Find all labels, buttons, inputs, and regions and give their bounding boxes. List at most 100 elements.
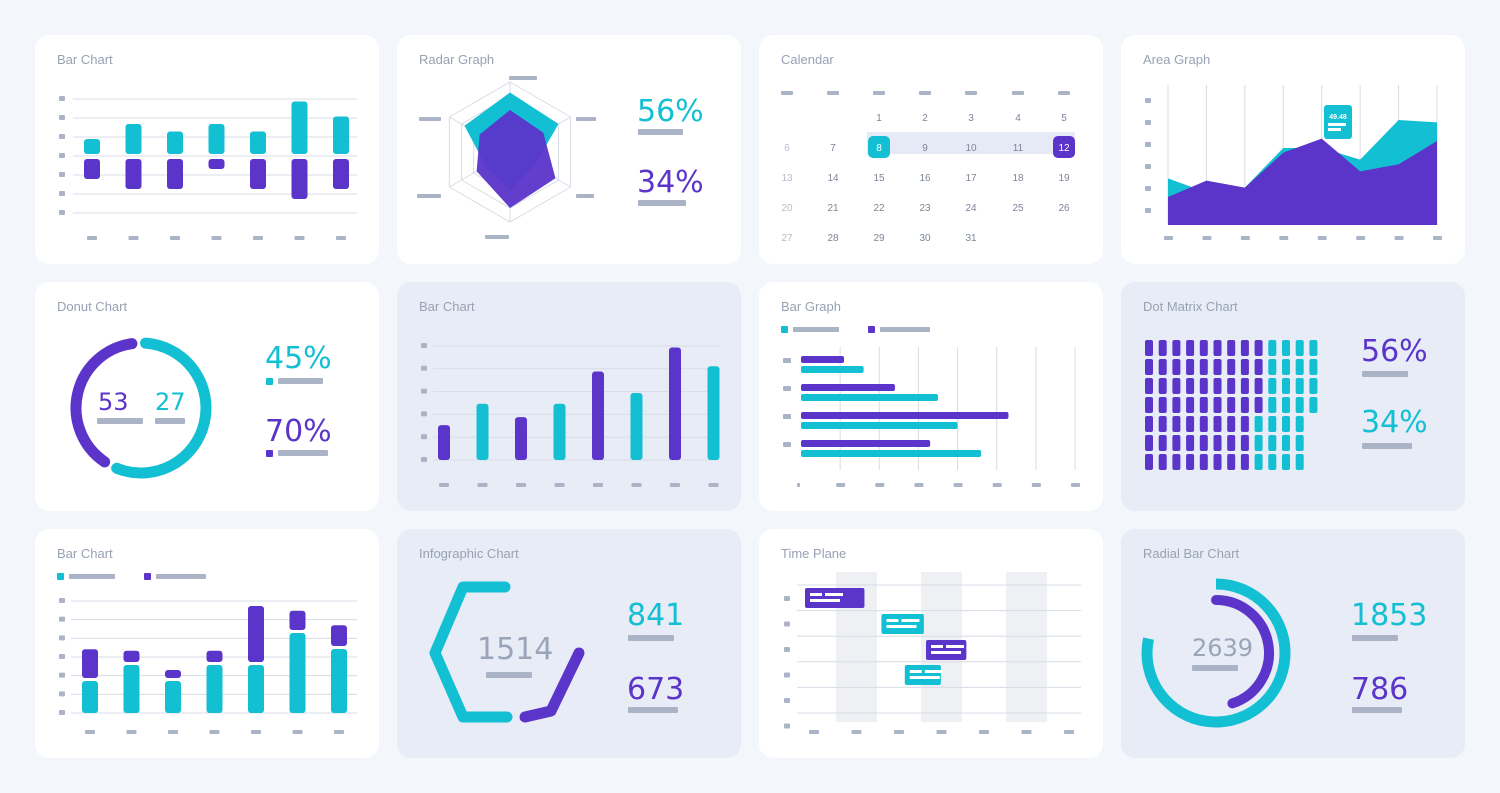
- dot-purple: [1227, 397, 1236, 413]
- placeholder-tick: [170, 236, 180, 240]
- placeholder-tick: [1433, 236, 1442, 240]
- dot-matrix-stat-1: 56%: [1361, 334, 1428, 369]
- placeholder-tick: [992, 483, 1002, 487]
- legend-swatch-purple: [868, 326, 875, 333]
- placeholder-tick: [292, 730, 303, 734]
- dot-purple: [1227, 416, 1236, 432]
- dot-purple: [1213, 359, 1222, 375]
- placeholder-tick: [936, 730, 947, 734]
- dot-cyan: [1268, 454, 1277, 470]
- gantt-label-line: [931, 651, 962, 654]
- calendar-day: 23: [919, 203, 931, 214]
- bar-chart-diverging: [59, 96, 357, 240]
- bar-cyan: [167, 131, 183, 154]
- placeholder-bar: [1192, 665, 1238, 671]
- placeholder-tick: [69, 574, 115, 579]
- calendar-range-highlight: [867, 132, 1075, 154]
- placeholder-tick: [875, 483, 885, 487]
- placeholder-tick: [1058, 91, 1070, 95]
- dot-purple: [1186, 454, 1195, 470]
- placeholder-tick: [797, 483, 800, 487]
- stack-cyan: [206, 665, 223, 713]
- placeholder-tick: [59, 654, 65, 659]
- placeholder-bar: [1352, 635, 1398, 641]
- dot-purple: [1199, 435, 1208, 451]
- calendar-day: 3: [968, 113, 974, 124]
- dot-cyan: [1295, 454, 1304, 470]
- dot-cyan: [1268, 340, 1277, 356]
- placeholder-tick: [59, 672, 65, 678]
- stack-purple: [123, 650, 140, 662]
- dot-purple: [1145, 378, 1153, 394]
- placeholder-tick: [1356, 236, 1366, 240]
- placeholder-tick: [953, 483, 963, 487]
- dot-purple: [1145, 397, 1153, 413]
- dot-cyan: [1268, 416, 1277, 432]
- placeholder-tick: [128, 236, 139, 240]
- placeholder-tick: [1279, 236, 1289, 240]
- placeholder-tick: [156, 574, 206, 579]
- dot-purple: [1158, 397, 1167, 413]
- card-bar-graph: Bar Graph: [759, 282, 1103, 511]
- placeholder-tick: [1031, 483, 1041, 487]
- calendar-range-start: [868, 136, 890, 158]
- card-title: Radial Bar Chart: [1143, 546, 1240, 561]
- gantt-label-line: [825, 593, 843, 596]
- placeholder-tick: [827, 91, 839, 95]
- dot-purple: [1199, 359, 1208, 375]
- hbar-cyan: [801, 450, 982, 457]
- infographic-stat-1: 841: [627, 598, 685, 633]
- placeholder-tick: [59, 635, 65, 641]
- stack-purple: [82, 649, 98, 678]
- dot-cyan: [1268, 435, 1277, 451]
- placeholder-tick: [59, 210, 65, 215]
- card-radar-graph: Radar Graph 56% 34%: [397, 35, 741, 264]
- placeholder-tick: [421, 411, 427, 417]
- hbar-cyan: [801, 422, 958, 429]
- calendar-day: 9: [922, 143, 928, 154]
- calendar-day: 31: [965, 233, 977, 244]
- dot-purple: [1172, 340, 1181, 356]
- gantt-label-line: [909, 676, 940, 679]
- bar-purple: [250, 159, 266, 189]
- gantt-label-line: [909, 670, 922, 673]
- dot-purple: [1254, 359, 1263, 375]
- donut-center-right: 27: [155, 388, 186, 416]
- dot-purple: [1240, 416, 1249, 432]
- card-dot-matrix-chart: Dot Matrix Chart 56% 34%: [1121, 282, 1465, 511]
- placeholder-tick: [421, 434, 427, 440]
- placeholder-tick: [477, 483, 488, 487]
- bar-graph-horizontal: [781, 326, 1080, 487]
- card-bar-chart-stacked: Bar Chart: [35, 529, 379, 758]
- placeholder-tick: [1240, 236, 1250, 240]
- calendar-day: 6: [784, 143, 790, 154]
- gantt-label-line: [931, 645, 944, 648]
- gantt-label-line: [810, 599, 840, 602]
- radar-stat-1: 56%: [637, 94, 704, 129]
- placeholder-bar: [628, 635, 674, 641]
- area-purple: [1168, 138, 1437, 225]
- stack-cyan: [289, 633, 306, 713]
- placeholder-tick: [59, 134, 65, 139]
- dot-purple: [1213, 378, 1222, 394]
- card-time-plane: Time Plane: [759, 529, 1103, 758]
- placeholder-tick: [781, 91, 793, 95]
- dot-purple: [1145, 416, 1153, 432]
- placeholder-tick: [336, 236, 346, 240]
- placeholder-bar: [1362, 371, 1408, 377]
- stack-cyan: [248, 665, 264, 713]
- calendar-day: 4: [1015, 113, 1021, 124]
- stack-purple: [331, 625, 347, 646]
- dot-purple: [1227, 378, 1236, 394]
- infographic-center-value: 1514: [477, 632, 554, 667]
- bar: [476, 403, 489, 460]
- dot-purple: [1158, 340, 1167, 356]
- calendar-day: 8: [876, 143, 882, 154]
- placeholder-tick: [59, 710, 65, 715]
- dot-cyan: [1295, 435, 1304, 451]
- calendar-day: 27: [781, 233, 793, 244]
- radial-bar-chart: [1141, 578, 1291, 728]
- placeholder-tick: [784, 647, 790, 652]
- dot-purple: [1186, 340, 1195, 356]
- card-title: Bar Chart: [419, 299, 475, 314]
